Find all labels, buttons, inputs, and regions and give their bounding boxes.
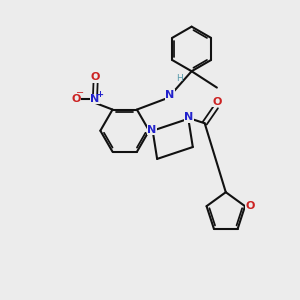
Text: O: O	[213, 97, 222, 106]
Text: O: O	[246, 201, 255, 211]
Text: N: N	[165, 90, 175, 100]
Text: +: +	[97, 90, 104, 99]
Text: N: N	[148, 125, 157, 135]
Text: O: O	[91, 73, 100, 82]
Text: O: O	[71, 94, 80, 104]
Text: N: N	[90, 94, 100, 104]
Text: H: H	[176, 74, 183, 82]
Text: N: N	[184, 112, 194, 122]
Text: −: −	[76, 88, 84, 98]
